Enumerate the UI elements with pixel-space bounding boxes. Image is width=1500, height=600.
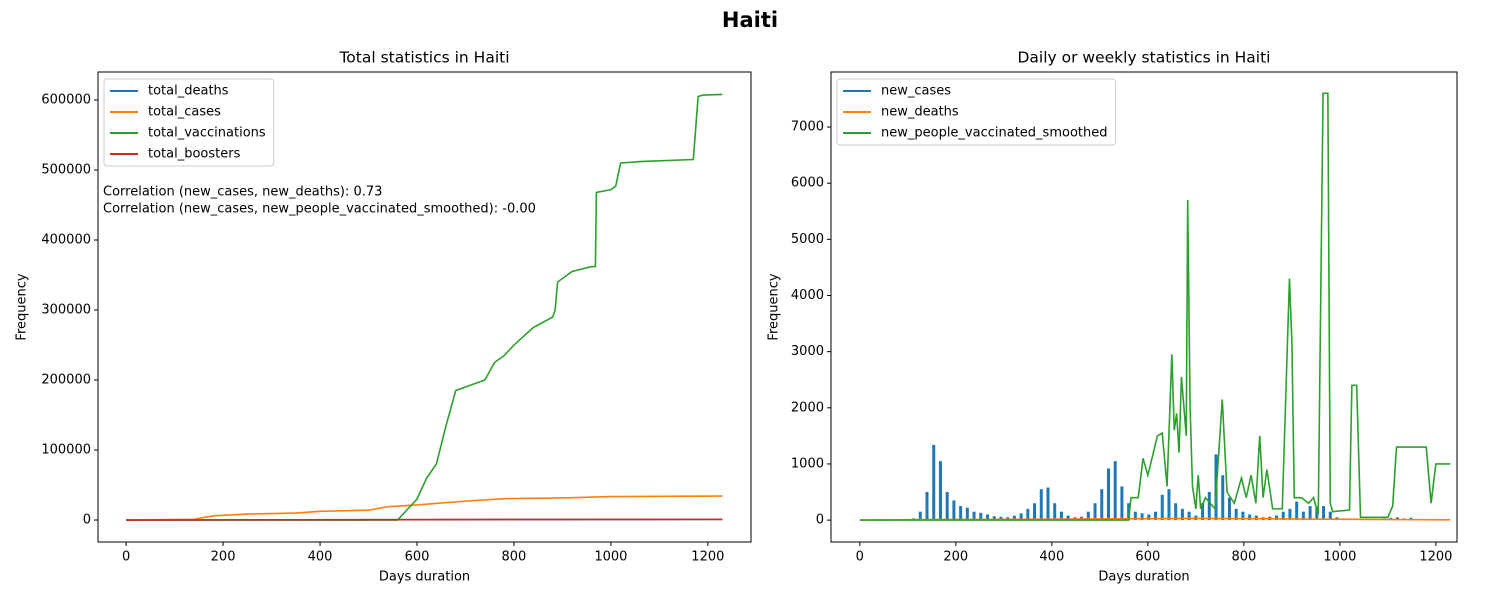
x-tick-label: 600 bbox=[1135, 550, 1160, 565]
x-axis-label: Days duration bbox=[379, 570, 470, 585]
legend: new_cases new_deaths new_people_vaccinated… bbox=[836, 78, 1116, 146]
x-tick-label: 600 bbox=[405, 550, 430, 565]
y-tick-label: 1000 bbox=[791, 456, 824, 471]
y-tick-label: 2000 bbox=[791, 400, 824, 415]
legend-label: new_cases bbox=[881, 84, 951, 99]
x-tick-label: 1200 bbox=[1419, 550, 1452, 565]
axes-frame bbox=[830, 71, 1458, 543]
x-tick-label: 1000 bbox=[1323, 550, 1356, 565]
legend-label: total_vaccinations bbox=[148, 126, 266, 141]
y-tick-label: 4000 bbox=[791, 288, 824, 303]
x-tick-label: 400 bbox=[308, 550, 333, 565]
series-line bbox=[126, 495, 723, 521]
x-axis-label: Days duration bbox=[1098, 570, 1189, 585]
x-tick-label: 400 bbox=[1039, 550, 1064, 565]
x-tick-label: 200 bbox=[943, 550, 968, 565]
y-tick-label: 200000 bbox=[41, 373, 91, 388]
x-tick-label: 0 bbox=[122, 550, 130, 565]
legend-label: total_deaths bbox=[148, 84, 229, 99]
legend-label: total_cases bbox=[148, 105, 221, 120]
annotation: Correlation (new_cases, new_people_vacci… bbox=[103, 202, 536, 217]
annotation: Correlation (new_cases, new_deaths): 0.7… bbox=[103, 185, 382, 200]
series-line bbox=[126, 518, 723, 521]
axes-title: Total statistics in Haiti bbox=[338, 49, 509, 67]
y-tick-label: 5000 bbox=[791, 232, 824, 247]
legend-frame bbox=[836, 78, 1116, 146]
y-tick-label: 100000 bbox=[41, 443, 91, 458]
y-tick-label: 7000 bbox=[791, 120, 824, 135]
y-tick-label: 300000 bbox=[41, 303, 91, 318]
legend-frame bbox=[103, 78, 275, 167]
y-tick-label: 3000 bbox=[791, 344, 824, 359]
figure-title: Haiti bbox=[722, 8, 778, 32]
axes-title: Daily or weekly statistics in Haiti bbox=[1018, 49, 1271, 67]
y-tick-label: 500000 bbox=[41, 163, 91, 178]
axes-frame bbox=[97, 71, 752, 543]
y-tick-label: 6000 bbox=[791, 176, 824, 191]
legend-label: new_deaths bbox=[881, 105, 959, 120]
x-tick-label: 1200 bbox=[691, 550, 724, 565]
y-axis-label: Frequency bbox=[15, 273, 30, 340]
y-tick-label: 0 bbox=[83, 513, 91, 528]
x-tick-label: 1000 bbox=[594, 550, 627, 565]
series-line bbox=[859, 92, 1451, 521]
y-tick-label: 600000 bbox=[41, 93, 91, 108]
x-tick-label: 200 bbox=[211, 550, 236, 565]
y-axis-label: Frequency bbox=[767, 273, 782, 340]
series-line bbox=[126, 93, 723, 521]
y-tick-label: 400000 bbox=[41, 233, 91, 248]
x-tick-label: 800 bbox=[502, 550, 527, 565]
legend-label: total_boosters bbox=[148, 147, 241, 162]
x-tick-label: 800 bbox=[1231, 550, 1256, 565]
y-tick-label: 0 bbox=[816, 513, 824, 528]
x-tick-label: 0 bbox=[856, 550, 864, 565]
legend-label: new_people_vaccinated_smoothed bbox=[881, 126, 1107, 141]
legend: total_deaths total_cases total_vaccination… bbox=[103, 78, 275, 167]
